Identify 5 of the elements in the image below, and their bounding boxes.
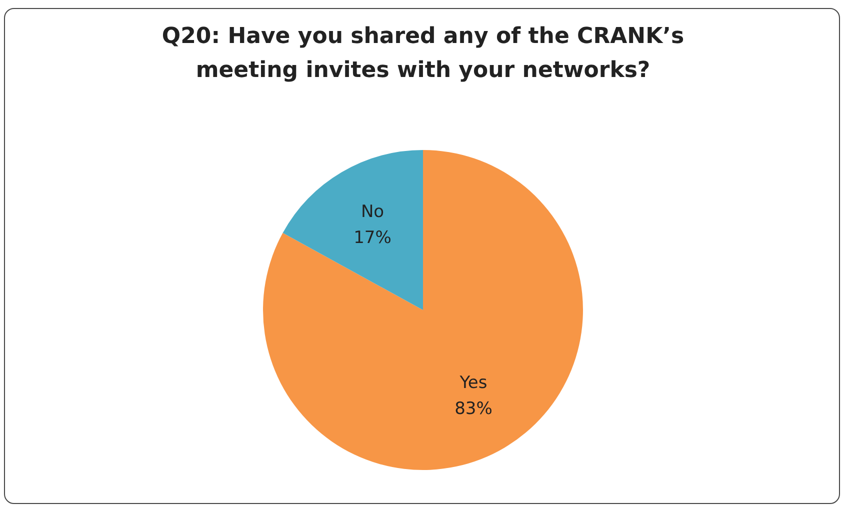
slice-label: Yes — [458, 372, 488, 393]
data-label: 17% — [354, 228, 392, 248]
data-label: 83% — [454, 398, 492, 419]
chart-title: Q20: Have you shared any of the CRANK’s meeting invites with your networks? — [160, 23, 686, 85]
slice-label: No — [360, 202, 384, 222]
